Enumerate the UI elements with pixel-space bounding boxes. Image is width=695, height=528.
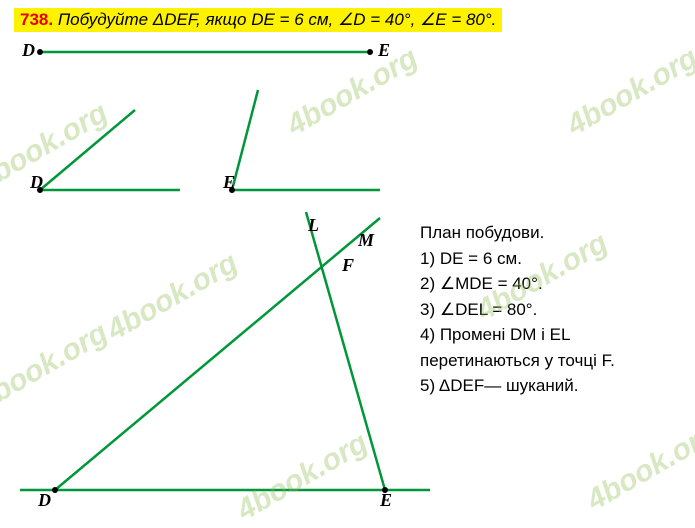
- label-e-angle: E: [223, 172, 235, 193]
- label-e-top: E: [378, 40, 390, 61]
- ray-dm: [55, 218, 380, 490]
- plan-step4: 4) Промені DM і EL перетинаються у точці…: [420, 322, 680, 373]
- angle-d-ray2: [40, 110, 135, 190]
- plan-step5: 5) ΔDEF— шуканий.: [420, 373, 680, 399]
- plan-step1: 1) DE = 6 см.: [420, 246, 680, 272]
- label-d-main: D: [38, 490, 51, 511]
- label-e-main: E: [380, 490, 392, 511]
- label-f-main: F: [342, 255, 354, 276]
- label-m-main: M: [358, 230, 374, 251]
- point-e-top: [367, 49, 373, 55]
- ray-el: [306, 212, 385, 490]
- label-d-top: D: [22, 40, 35, 61]
- point-d-top: [37, 49, 43, 55]
- construction-plan: План побудови. 1) DE = 6 см. 2) ∠MDE = 4…: [420, 220, 680, 399]
- label-l-main: L: [308, 215, 319, 236]
- plan-title: План побудови.: [420, 220, 680, 246]
- label-d-angle: D: [30, 172, 43, 193]
- main-point-d: [52, 487, 58, 493]
- angle-e-ray2: [232, 90, 258, 190]
- plan-step2: 2) ∠MDE = 40°.: [420, 271, 680, 297]
- plan-step3: 3) ∠DEL = 80°.: [420, 297, 680, 323]
